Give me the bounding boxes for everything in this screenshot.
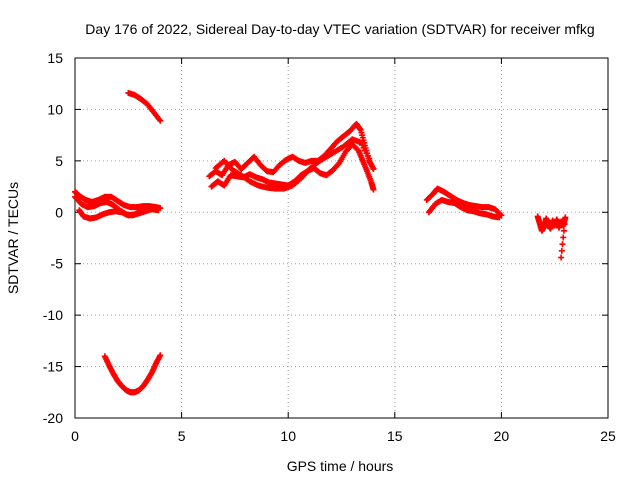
x-tick-label: 20 — [494, 428, 510, 444]
y-axis-label: SDTVAR / TECUs — [5, 182, 21, 294]
axes — [74, 57, 609, 419]
series-tracks-end — [534, 213, 569, 261]
data-point — [560, 227, 567, 234]
data-point — [335, 161, 342, 168]
series-tracks-late-b — [425, 196, 503, 221]
data-point — [559, 241, 566, 248]
data-point — [370, 186, 377, 193]
y-tick-label: 0 — [55, 204, 63, 220]
y-tick-label: -15 — [43, 359, 63, 375]
chart-title: Day 176 of 2022, Sidereal Day-to-day VTE… — [85, 21, 594, 37]
data-point — [157, 117, 164, 124]
x-tick-label: 5 — [178, 428, 186, 444]
x-tick-label: 15 — [387, 428, 403, 444]
series-tracks-mid-c — [212, 136, 373, 192]
data-point — [558, 254, 565, 261]
y-tick-label: -5 — [51, 256, 64, 272]
x-tick-label: 0 — [71, 428, 79, 444]
y-tick-label: -10 — [43, 307, 63, 323]
data-point — [370, 166, 377, 173]
plot-frame — [74, 57, 609, 419]
data-point — [558, 247, 565, 254]
series-track-low-arc — [101, 352, 164, 396]
y-tick-labels: -20 -15 -10 -5 0 5 10 15 — [43, 50, 63, 426]
y-tick-label: 10 — [47, 101, 63, 117]
grid — [75, 58, 608, 418]
y-tick-label: -20 — [43, 410, 63, 426]
series-tracks-late-a — [423, 185, 505, 219]
series-tracks-early-c — [76, 207, 145, 222]
data-point — [562, 214, 569, 221]
series-tracks-early-b — [72, 193, 162, 219]
data-point — [366, 155, 373, 162]
data-point — [560, 234, 567, 241]
x-tick-label: 25 — [600, 428, 616, 444]
data-point — [561, 221, 568, 228]
y-tick-label: 15 — [47, 50, 63, 66]
data-points — [72, 89, 569, 396]
x-tick-labels: 0 5 10 15 20 25 — [71, 428, 616, 444]
x-tick-label: 10 — [280, 428, 296, 444]
data-point — [138, 208, 145, 215]
series-track-high — [125, 89, 164, 124]
data-point — [496, 214, 503, 221]
data-point — [157, 352, 164, 359]
series-tracks-early-a — [72, 188, 164, 212]
y-tick-label: 5 — [55, 153, 63, 169]
x-axis-label: GPS time / hours — [287, 458, 394, 474]
data-point — [155, 207, 162, 214]
